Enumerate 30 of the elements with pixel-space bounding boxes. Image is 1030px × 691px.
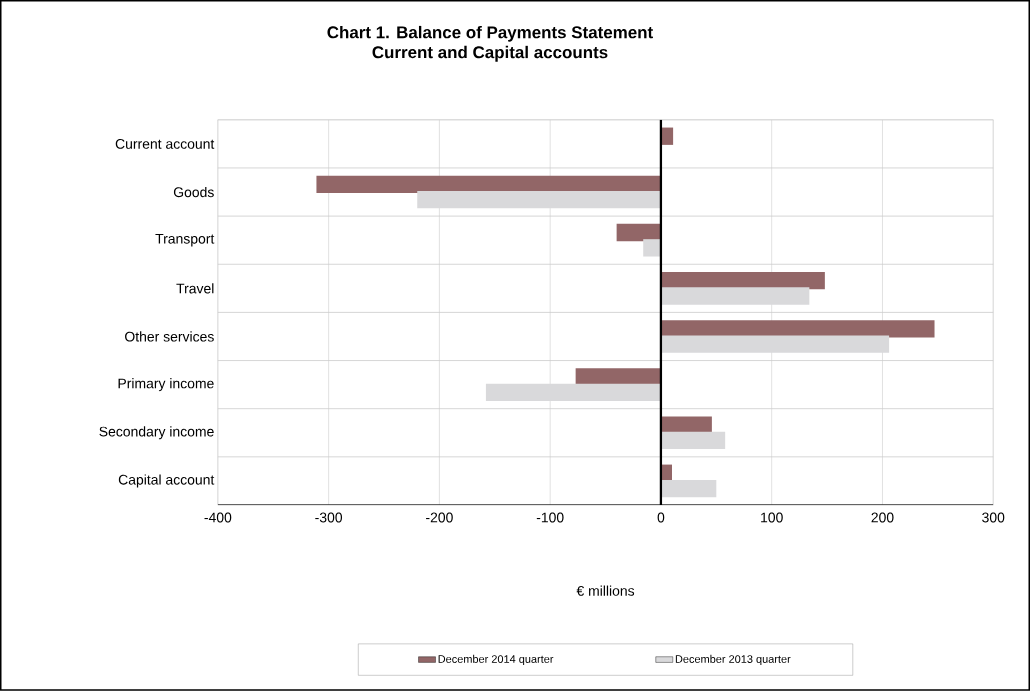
y-tick-label: Other services <box>125 331 214 342</box>
x-tick-label: 0 <box>657 512 665 523</box>
x-tick-label: 300 <box>982 512 1005 523</box>
bar <box>643 239 661 257</box>
y-tick-label: Secondary income <box>99 426 214 440</box>
x-tick-label: -100 <box>536 512 564 523</box>
bar <box>660 335 890 353</box>
chart-title: Chart 1. Balance of Payments Statement <box>327 25 653 42</box>
bar <box>660 287 810 305</box>
x-tick-label: -400 <box>204 512 232 523</box>
bar <box>417 191 661 209</box>
bar <box>316 175 661 194</box>
x-tick-label: -200 <box>426 512 453 523</box>
bar <box>616 223 661 242</box>
chart-subtitle: Current and Capital accounts <box>372 45 608 62</box>
y-tick-label: Current account <box>115 139 215 149</box>
y-tick-label: Transport <box>155 234 215 247</box>
y-tick-label: Goods <box>173 186 214 198</box>
legend-label: December 2013 quarter <box>675 654 791 666</box>
bar <box>660 431 726 450</box>
y-tick-label: Capital account <box>118 474 215 488</box>
y-tick-label: Travel <box>176 283 214 294</box>
x-tick-label: 100 <box>761 512 783 523</box>
bar <box>660 480 717 498</box>
y-tick-label: Primary income <box>118 378 214 392</box>
bar <box>485 383 661 402</box>
legend-label: December 2014 quarter <box>438 654 554 666</box>
x-tick-label: -300 <box>315 512 343 523</box>
x-axis-title: € millions <box>576 585 635 596</box>
x-tick-label: 200 <box>871 512 894 523</box>
